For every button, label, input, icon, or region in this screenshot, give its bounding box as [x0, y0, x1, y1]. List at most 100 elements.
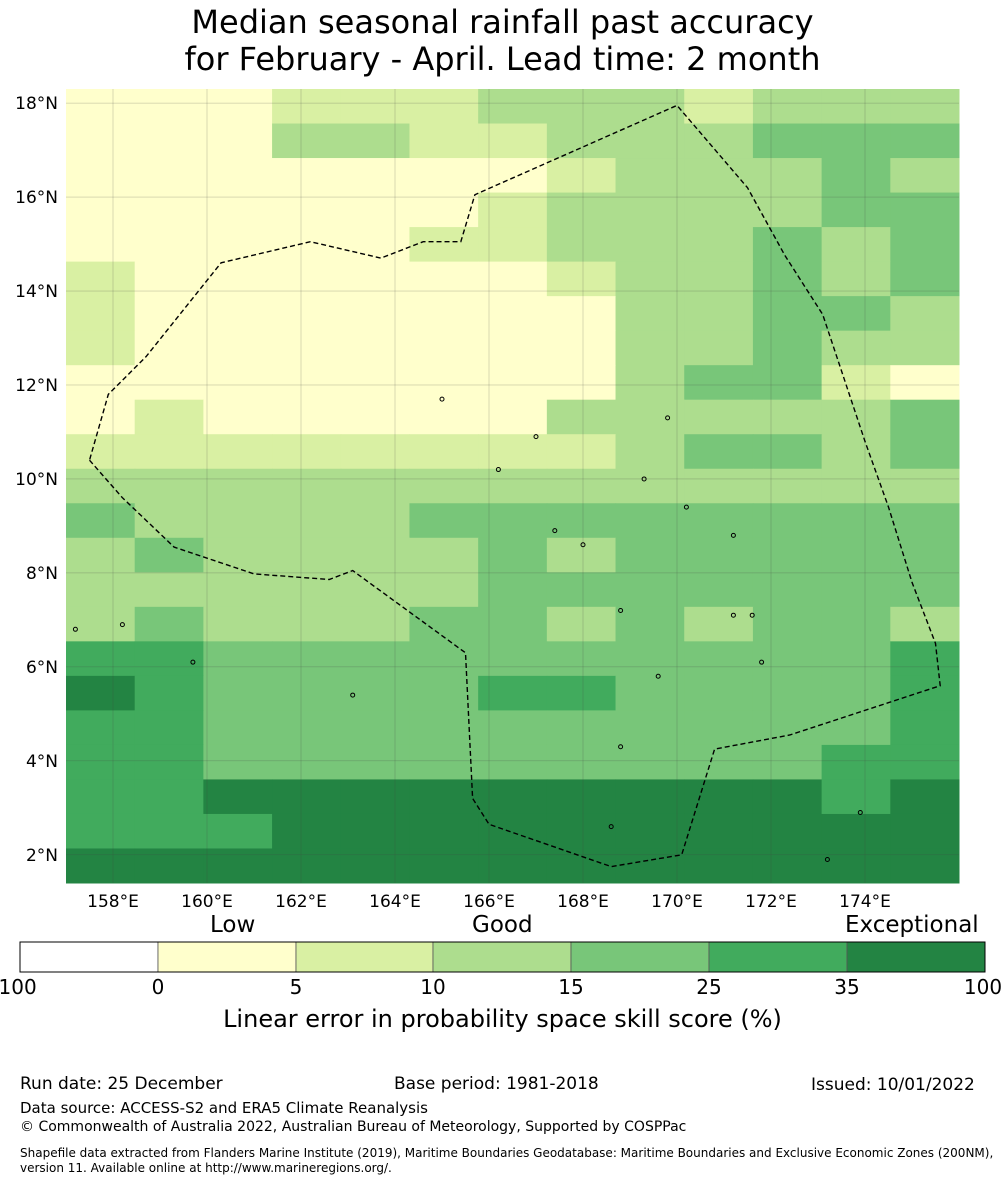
skill-cell [546, 89, 617, 125]
skill-cell [203, 744, 273, 780]
skill-cell [340, 503, 410, 539]
skill-cell [546, 261, 617, 297]
skill-cell [478, 813, 548, 849]
skill-cell [134, 572, 204, 608]
skill-cell [890, 503, 960, 539]
skill-cell [478, 330, 548, 366]
skill-cell [752, 572, 823, 608]
skill-cell [66, 330, 136, 366]
skill-cell [821, 813, 891, 849]
skill-cell [615, 606, 685, 642]
longitude-label: 162°E [275, 892, 327, 912]
skill-cell [821, 296, 891, 332]
skill-cell [340, 192, 410, 228]
skill-cell [684, 606, 754, 642]
island-outline [580, 542, 586, 548]
skill-cell [890, 813, 960, 849]
skill-cell [752, 468, 823, 504]
skill-cell [203, 813, 273, 849]
skill-cell [340, 89, 410, 125]
skill-cell [752, 365, 823, 401]
skill-cell [134, 227, 204, 263]
skill-cell [684, 468, 754, 504]
island-outline [190, 659, 196, 665]
skill-cell [478, 503, 548, 539]
skill-cell [203, 89, 273, 125]
colorbar [19, 941, 986, 973]
skill-cell [890, 192, 960, 228]
skill-cell [546, 848, 617, 884]
skill-cell [272, 434, 342, 470]
skill-cell [66, 779, 136, 815]
skill-cell [66, 848, 136, 884]
skill-cell [752, 434, 823, 470]
skill-cell [272, 641, 342, 677]
skill-cell [821, 468, 891, 504]
skill-cell [478, 399, 548, 435]
skill-cell [134, 399, 204, 435]
skill-cell [890, 710, 960, 746]
island-outline [857, 810, 863, 816]
colorbar-swatch [432, 941, 572, 973]
skill-cell [684, 641, 754, 677]
island-outline [618, 744, 624, 750]
skill-cell [272, 330, 342, 366]
latitude-label: 10°N [15, 470, 58, 490]
island-outline [533, 434, 539, 440]
skill-cell [272, 710, 342, 746]
skill-cell [134, 468, 204, 504]
skill-cell [821, 123, 891, 159]
skill-cell [409, 848, 479, 884]
skill-cell [478, 675, 548, 711]
skill-cell [684, 192, 754, 228]
skill-cell [752, 779, 823, 815]
skill-cell [66, 537, 136, 573]
skill-cell [615, 227, 685, 263]
skill-cell [340, 330, 410, 366]
skill-cell [409, 744, 479, 780]
skill-cell [546, 434, 617, 470]
colorbar-tick: 25 [696, 975, 722, 999]
skill-cell [890, 261, 960, 297]
skill-cell [752, 744, 823, 780]
skill-cell [546, 227, 617, 263]
skill-cell [615, 192, 685, 228]
eez-boundary [88, 104, 941, 868]
skill-cell [340, 744, 410, 780]
skill-cell [340, 572, 410, 608]
skill-cell [66, 675, 136, 711]
skill-cell [684, 434, 754, 470]
skill-cell [546, 503, 617, 539]
skill-cell [66, 606, 136, 642]
colorbar-swatch [157, 941, 297, 973]
skill-cell [134, 261, 204, 297]
skill-cell [409, 89, 479, 125]
skill-cell [203, 192, 273, 228]
longitude-labels: 158°E 160°E 162°E 164°E 166°E 168°E 170°E 172°E… [87, 892, 891, 912]
skill-cell [134, 848, 204, 884]
skill-cell [203, 399, 273, 435]
skill-cell [615, 434, 685, 470]
skill-cell [340, 641, 410, 677]
island-outline [119, 622, 125, 628]
skill-cell [134, 641, 204, 677]
skill-cell [134, 503, 204, 539]
skill-cell [752, 503, 823, 539]
skill-cell [684, 123, 754, 159]
skill-cell [66, 261, 136, 297]
skill-cell [615, 710, 685, 746]
skill-cell [272, 813, 342, 849]
island-outline [730, 612, 736, 618]
skill-cell [66, 813, 136, 849]
skill-cell [66, 123, 136, 159]
colorbar-swatch [19, 941, 159, 973]
colorbar-swatch [295, 941, 434, 973]
skill-cell [684, 710, 754, 746]
skill-cell [478, 537, 548, 573]
skill-cell [203, 158, 273, 194]
skill-cell [134, 89, 204, 125]
skill-cell [340, 227, 410, 263]
colorbar-swatch [846, 941, 986, 973]
longitude-label: 166°E [463, 892, 515, 912]
skill-cell [615, 572, 685, 608]
